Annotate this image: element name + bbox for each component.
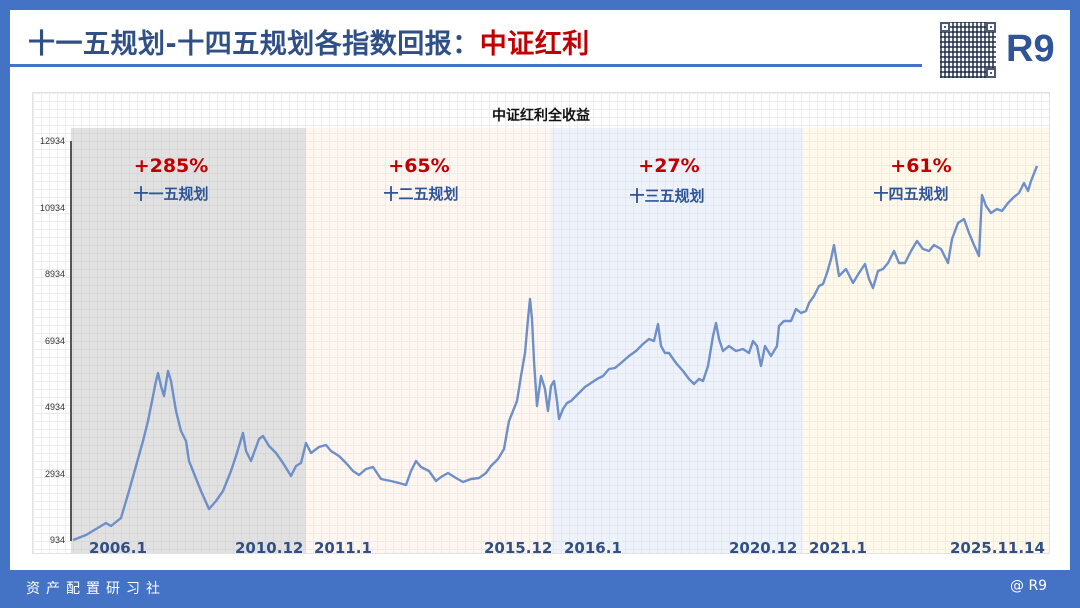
period-band-14th [803,128,1049,553]
title-main: 十一五规划-十四五规划各指数回报： [28,29,480,60]
period-return-11th: +285% [133,155,209,177]
period-label-13th: 十三五规划 [629,187,705,205]
period-label-11th: 十一五规划 [133,185,209,203]
period-start-14th: 2021.1 [809,539,867,557]
footer-brand: @ R9 [1010,578,1048,594]
page-title: 十一五规划-十四五规划各指数回报：中证红利 [28,22,590,61]
chart-container: 中证红利全收益 12934 10934 8934 6934 4934 2934 … [32,92,1050,557]
y-tick-label: 10934 [39,203,65,213]
line-series [72,165,1039,542]
period-band-13th [551,128,803,553]
chart-title: 中证红利全收益 [492,108,590,124]
y-tick-label: 8934 [44,269,65,279]
slide: 十一五规划-十四五规划各指数回报：中证红利 R9 中证红利全收益 12934 1… [10,10,1070,570]
period-band-11th [71,128,306,553]
period-band-12th [306,128,551,553]
period-return-12th: +65% [388,155,450,177]
period-start-12th: 2011.1 [314,539,372,557]
y-tick-label: 12934 [39,136,65,146]
period-return-13th: +27% [638,155,700,177]
y-axis [70,141,72,541]
title-divider [10,64,922,67]
y-tick-label: 4934 [44,402,65,412]
period-label-14th: 十四五规划 [873,185,949,203]
y-tick-label: 934 [49,535,65,545]
period-start-13th: 2016.1 [564,539,622,557]
period-end-13th: 2020.12 [729,539,798,557]
title-highlight: 中证红利 [479,29,590,60]
qr-code-icon [940,22,996,78]
period-return-14th: +61% [890,155,952,177]
period-end-14th: 2025.11.14 [950,539,1045,557]
y-tick-label: 2934 [44,469,65,479]
brand-logo: R9 [1006,28,1055,70]
footer-org-name: 资产配置研习社 [26,581,166,597]
period-end-11th: 2010.12 [235,539,304,557]
period-end-12th: 2015.12 [484,539,553,557]
period-start-11th: 2006.1 [89,539,147,557]
y-tick-label: 6934 [44,336,65,346]
period-label-12th: 十二五规划 [383,185,459,203]
